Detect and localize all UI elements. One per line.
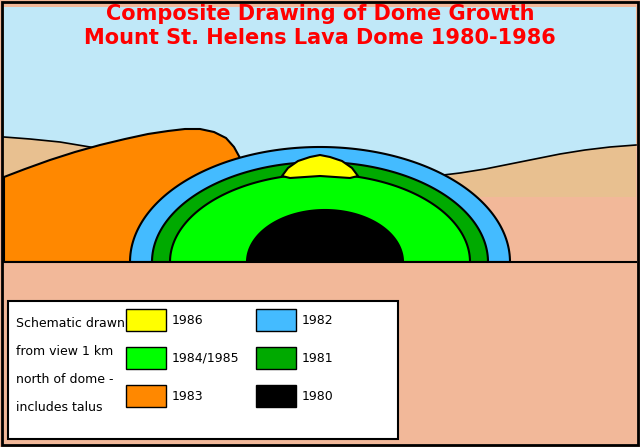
Text: 1981: 1981	[302, 351, 333, 364]
Text: 1984/1985: 1984/1985	[172, 351, 239, 364]
Text: includes talus: includes talus	[16, 401, 102, 414]
Text: Schematic drawn: Schematic drawn	[16, 317, 125, 330]
Bar	[256, 385, 296, 407]
Bar	[126, 347, 166, 369]
Text: 1982: 1982	[302, 313, 333, 326]
Bar	[126, 385, 166, 407]
Text: Mount St. Helens Lava Dome 1980-1986: Mount St. Helens Lava Dome 1980-1986	[84, 28, 556, 48]
Polygon shape	[4, 137, 320, 197]
Bar	[8, 301, 398, 439]
Polygon shape	[170, 174, 470, 262]
Polygon shape	[4, 258, 636, 443]
Text: from view 1 km: from view 1 km	[16, 345, 113, 358]
Bar	[126, 309, 166, 331]
Polygon shape	[152, 162, 488, 262]
Text: north of dome -: north of dome -	[16, 373, 113, 386]
Bar	[256, 347, 296, 369]
Text: 1986: 1986	[172, 313, 204, 326]
Polygon shape	[4, 262, 636, 443]
Text: Composite Drawing of Dome Growth: Composite Drawing of Dome Growth	[106, 4, 534, 24]
Text: 1983: 1983	[172, 389, 204, 402]
Polygon shape	[4, 7, 636, 197]
Polygon shape	[4, 129, 298, 262]
Polygon shape	[247, 210, 403, 262]
Polygon shape	[282, 155, 358, 178]
Text: 1980: 1980	[302, 389, 333, 402]
Polygon shape	[130, 147, 510, 262]
Bar	[256, 309, 296, 331]
Polygon shape	[320, 145, 636, 197]
